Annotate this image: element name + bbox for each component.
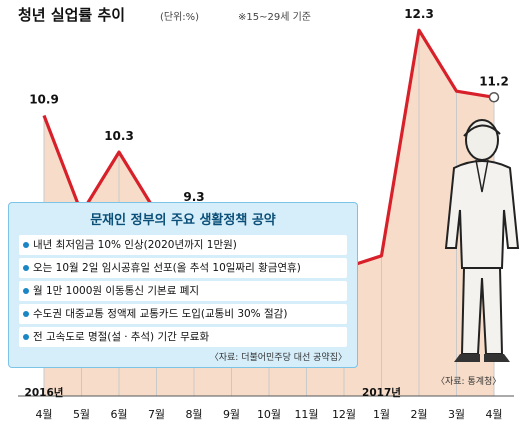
policy-item-text: 내년 최저임금 10% 인상(2020년까지 1만원)	[33, 239, 237, 251]
bullet-icon	[23, 311, 29, 317]
policy-panel: 문재인 정부의 주요 생활정책 공약 내년 최저임금 10% 인상(2020년까…	[8, 202, 358, 368]
policy-item-text: 월 1만 1000원 이동통신 기본료 폐지	[33, 285, 200, 297]
policy-item: 오는 10월 2일 임시공휴일 선포(올 추석 10일짜리 황금연휴)	[19, 258, 347, 278]
policy-list: 내년 최저임금 10% 인상(2020년까지 1만원) 오는 10월 2일 임시…	[19, 235, 347, 350]
chart-source: 〈자료: 통계청〉	[436, 377, 502, 387]
policy-item-text: 오는 10월 2일 임시공휴일 선포(올 추석 10일짜리 황금연휴)	[33, 262, 301, 274]
policy-item-text: 전 고속도로 명절(설ㆍ추석) 기간 무료화	[33, 331, 210, 343]
x-tick-label: 9월	[223, 408, 240, 421]
policy-item: 월 1만 1000원 이동통신 기본료 폐지	[19, 281, 347, 301]
x-tick-label: 5월	[73, 408, 90, 421]
bullet-icon	[23, 288, 29, 294]
data-label: 10.9	[29, 93, 59, 107]
x-tick-label: 11월	[294, 408, 318, 421]
x-tick-label: 1월	[373, 408, 390, 421]
x-tick-label: 12월	[332, 408, 356, 421]
policy-panel-title: 문재인 정부의 주요 생활정책 공약	[90, 213, 276, 228]
year-label: 2016년	[25, 386, 64, 399]
policy-item: 전 고속도로 명절(설ㆍ추석) 기간 무료화	[19, 327, 347, 347]
year-label: 2017년	[362, 386, 401, 399]
data-label: 11.2	[479, 74, 509, 88]
x-tick-label: 3월	[448, 408, 465, 421]
x-tick-label: 8월	[185, 408, 202, 421]
data-point-end	[488, 92, 500, 103]
data-label: 9.3	[183, 190, 204, 204]
x-tick-label: 4월	[35, 408, 52, 421]
man-figure-illustration	[444, 119, 520, 362]
policy-item-text: 수도권 대중교통 정액제 교통카드 도입(교통비 30% 절감)	[33, 308, 288, 320]
age-note: ※15~29세 기준	[238, 12, 311, 23]
x-tick-label: 4월	[485, 408, 502, 421]
policy-source: 〈자료: 더불어민주당 대선 공약집〉	[209, 353, 347, 363]
x-tick-label: 2월	[410, 408, 427, 421]
data-label: 10.3	[104, 129, 134, 143]
bullet-icon	[23, 265, 29, 271]
unit-label: (단위:%)	[160, 12, 200, 23]
bullet-icon	[23, 334, 29, 340]
policy-item: 수도권 대중교통 정액제 교통카드 도입(교통비 30% 절감)	[19, 304, 347, 324]
x-tick-label: 6월	[110, 408, 127, 421]
x-tick-label: 10월	[257, 408, 281, 421]
policy-item: 내년 최저임금 10% 인상(2020년까지 1만원)	[19, 235, 347, 255]
x-tick-label: 7월	[148, 408, 165, 421]
chart-title: 청년 실업률 추이	[18, 6, 126, 24]
bullet-icon	[23, 242, 29, 248]
data-label: 12.3	[404, 7, 434, 21]
